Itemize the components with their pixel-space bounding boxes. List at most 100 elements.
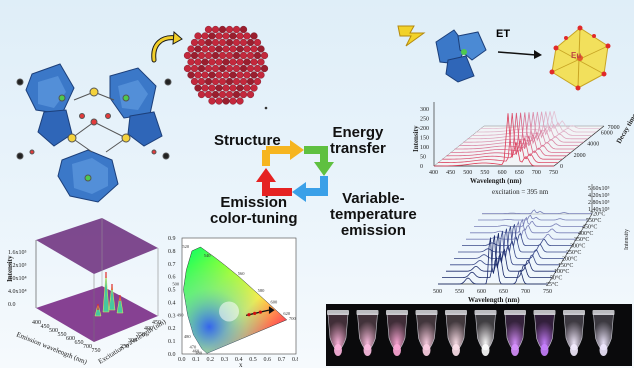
packing-sphere bbox=[246, 51, 255, 60]
decay-curve bbox=[437, 113, 559, 163]
cie-chromaticity-diagram: 0.0 0.1 0.2 0.3 0.4 0.5 0.6 0.7 0.8 0.0 0.1 0.2 0.3 0… bbox=[168, 236, 298, 368]
packing-sphere bbox=[201, 58, 209, 66]
decay-x-tick: 500 bbox=[463, 170, 472, 176]
packing-sphere bbox=[187, 71, 195, 79]
packing-sphere bbox=[253, 38, 262, 47]
packing-sphere bbox=[236, 45, 244, 53]
surface-y-tick: 350 bbox=[136, 332, 145, 338]
tube-cap bbox=[533, 310, 556, 315]
cie-y-tick: 0.8 bbox=[168, 249, 176, 255]
packing-sphere bbox=[232, 25, 241, 34]
eu-polyhedron-figure bbox=[549, 25, 611, 91]
cie-y-tick: 0.9 bbox=[168, 236, 176, 242]
temp-x-label: Wavelength (nm) bbox=[468, 296, 520, 304]
packing-sphere bbox=[257, 71, 265, 79]
packing-sphere bbox=[222, 32, 230, 40]
packing-sphere bbox=[239, 90, 248, 99]
packing-sphere bbox=[218, 51, 227, 60]
label-variable-temperature: Variable- temperature emission bbox=[330, 190, 417, 239]
red-arrow-icon bbox=[256, 168, 276, 182]
cie-y-tick: 0.4 bbox=[168, 300, 176, 306]
packing-sphere bbox=[204, 77, 213, 86]
cie-y-tick: 0.6 bbox=[168, 275, 176, 281]
decay-y-label: Intensity bbox=[412, 125, 420, 152]
cie-x-tick: 0.1 bbox=[192, 357, 200, 363]
packing-sphere bbox=[236, 97, 244, 105]
decay-curve bbox=[463, 111, 584, 143]
surface-x-tick: 400 bbox=[32, 320, 41, 326]
surface-x-tick: 600 bbox=[66, 336, 75, 342]
blue-cluster-figure bbox=[435, 29, 487, 83]
packing-sphere bbox=[250, 71, 258, 79]
temp-curve bbox=[454, 228, 564, 259]
packing-sphere bbox=[218, 90, 227, 99]
tube-glow bbox=[452, 344, 460, 356]
packing-sphere bbox=[232, 64, 241, 73]
tube-cap bbox=[563, 310, 585, 315]
tube-glow bbox=[363, 344, 372, 356]
axis-dot bbox=[264, 106, 268, 110]
packing-sphere bbox=[208, 45, 216, 53]
packing-sphere bbox=[243, 32, 251, 40]
cie-wavelength-mark: 600 bbox=[271, 299, 279, 304]
cie-y-tick: 0.0 bbox=[168, 352, 176, 358]
decay-curve bbox=[458, 112, 580, 146]
packing-sphere bbox=[208, 97, 216, 105]
packing-sphere bbox=[215, 97, 223, 105]
temperature-emission-plot: excitation = 395 nm720°C550°C450°C400°C3… bbox=[433, 184, 630, 304]
packing-sphere bbox=[222, 84, 230, 92]
surface-y-tick: 450 bbox=[152, 320, 161, 326]
cie-blue-overlay bbox=[183, 247, 287, 354]
cie-y-tick: 0.7 bbox=[168, 262, 176, 268]
decay-curve bbox=[442, 112, 563, 160]
decay-x-tick: 400 bbox=[429, 170, 438, 176]
decay-z-tick: 6000 bbox=[601, 130, 613, 136]
packing-sphere bbox=[243, 84, 251, 92]
decay-y-tick: 100 bbox=[420, 145, 429, 151]
packing-sphere bbox=[211, 90, 220, 99]
temp-label: 100°C bbox=[554, 268, 569, 275]
tube-cap bbox=[504, 310, 526, 315]
cie-wavelength-mark: 490 bbox=[177, 312, 185, 317]
packing-sphere bbox=[253, 51, 262, 60]
decay-x-tick: 700 bbox=[532, 170, 541, 176]
packing-sphere bbox=[239, 64, 248, 73]
packing-sphere bbox=[218, 77, 227, 86]
packing-sphere bbox=[232, 90, 241, 99]
cie-x-tick: 0.5 bbox=[249, 357, 257, 363]
temp-x-tick: 550 bbox=[455, 289, 464, 295]
cie-arrowhead-icon bbox=[268, 306, 275, 315]
label-structure: Structure bbox=[214, 132, 281, 149]
packing-sphere bbox=[229, 97, 237, 105]
tube-glow bbox=[570, 344, 578, 356]
decay-y-tick: 150 bbox=[420, 136, 429, 142]
packing-sphere bbox=[187, 45, 195, 53]
surface-z-tick: 8.0x10⁴ bbox=[8, 276, 27, 282]
cie-x-tick: 0.7 bbox=[278, 357, 286, 363]
packing-sphere bbox=[246, 90, 255, 99]
packing-sphere bbox=[204, 25, 213, 34]
temp-x-tick: 650 bbox=[499, 289, 508, 295]
packing-sphere bbox=[239, 51, 248, 60]
surface-y-tick: 250 bbox=[120, 344, 129, 350]
packing-sphere bbox=[225, 25, 234, 34]
packing-sphere bbox=[229, 84, 237, 92]
decay-y-tick: 0 bbox=[420, 164, 423, 170]
surface-y-tick: 400 bbox=[144, 326, 153, 332]
packing-sphere bbox=[243, 45, 251, 53]
label-energy-transfer: Energy transfer bbox=[330, 124, 386, 157]
luminescent-tubes-photo bbox=[326, 304, 632, 366]
temp-label: 350°C bbox=[574, 236, 589, 243]
surface-peak bbox=[108, 283, 116, 311]
packing-sphere bbox=[197, 51, 206, 60]
surface-z-tick: 0.0 bbox=[8, 302, 16, 308]
packing-sphere bbox=[218, 38, 227, 47]
cie-x-tick: 0.6 bbox=[264, 357, 272, 363]
temp-label: 400°C bbox=[578, 230, 593, 237]
packing-sphere bbox=[190, 38, 199, 47]
packing-sphere bbox=[208, 71, 216, 79]
blue-arrow-icon bbox=[292, 182, 306, 202]
packing-sphere bbox=[257, 58, 265, 66]
tube-glow bbox=[481, 344, 490, 356]
